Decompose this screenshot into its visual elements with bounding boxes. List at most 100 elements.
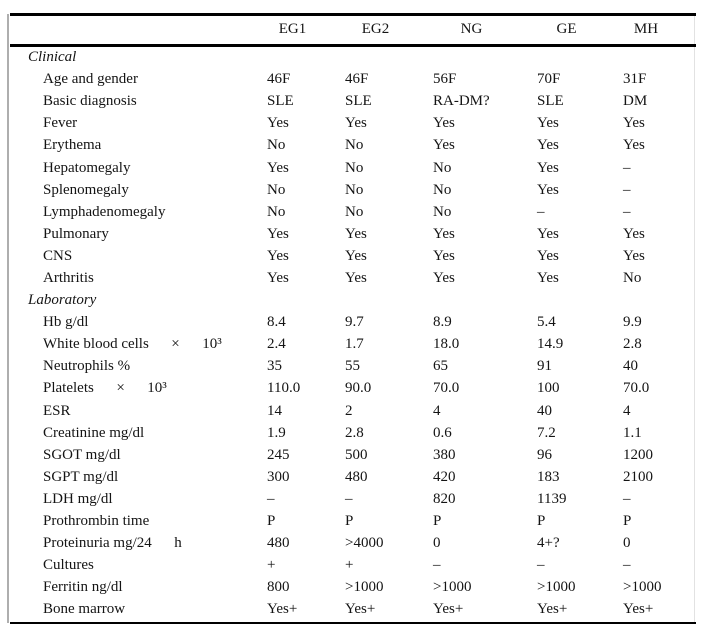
row-label: ESR — [43, 402, 71, 419]
cell-value: 40 — [623, 358, 638, 375]
column-header-ng: NG — [460, 21, 483, 37]
section-header-row: Clinical — [10, 47, 696, 69]
table-row: LDH mg/dl – – 820 1139 – — [10, 488, 696, 510]
cell-value: No — [433, 181, 452, 198]
cell-value: Yes — [433, 269, 455, 286]
table-row: White blood cells × 10³ 2.4 1.7 18.0 14.9 2.8 — [10, 334, 696, 356]
cell-value: SLE — [537, 93, 564, 110]
cell-value: 4 — [623, 402, 631, 419]
cell-value: – — [623, 159, 631, 176]
row-label: SGOT mg/dl — [43, 446, 121, 463]
table-row: Prothrombin time P P P P P — [10, 510, 696, 532]
row-label: Fever — [43, 115, 78, 132]
cell-value: 2100 — [623, 468, 653, 485]
row-label: Proteinuria mg/24 h — [43, 535, 182, 552]
cell-value: – — [345, 490, 353, 507]
cell-value: Yes — [267, 115, 289, 132]
table-header-row: EG1 EG2 NG GE MH — [10, 16, 696, 43]
cell-value: 96 — [537, 446, 552, 463]
row-label: Hb g/dl — [43, 314, 89, 331]
table-row: CNS Yes Yes Yes Yes Yes — [10, 245, 696, 267]
cell-value: No — [433, 159, 452, 176]
section-header-row: Laboratory — [10, 290, 696, 312]
cell-value: Yes+ — [537, 601, 568, 618]
cell-value: 4+? — [537, 535, 560, 552]
row-label: Cultures — [43, 557, 94, 574]
cell-value: 2 — [345, 402, 353, 419]
cell-value: 110.0 — [267, 380, 301, 397]
cell-value: 183 — [537, 468, 560, 485]
cell-value: 14.9 — [537, 336, 564, 353]
row-label: Splenomegaly — [43, 181, 129, 198]
cell-value: 9.7 — [345, 314, 364, 331]
cell-value: 480 — [345, 468, 368, 485]
row-label: White blood cells × 10³ — [43, 336, 222, 353]
cell-value: 18.0 — [433, 336, 460, 353]
cell-value: 91 — [537, 358, 552, 375]
cell-value: – — [623, 557, 631, 574]
cell-value: Yes — [537, 225, 559, 242]
cell-value: Yes — [537, 137, 559, 154]
cell-value: 0.6 — [433, 424, 452, 441]
row-label: Age and gender — [43, 71, 138, 88]
row-label: LDH mg/dl — [43, 490, 113, 507]
cell-value: Yes+ — [433, 601, 464, 618]
cell-value: Yes — [433, 137, 455, 154]
cell-value: 90.0 — [345, 380, 372, 397]
column-header-mh: MH — [633, 21, 659, 37]
cell-value: 55 — [345, 358, 360, 375]
cell-value: Yes — [433, 247, 455, 264]
row-label: Neutrophils % — [43, 358, 131, 375]
cell-value: Yes+ — [623, 601, 654, 618]
cell-value: 4 — [433, 402, 441, 419]
cell-value: 46F — [267, 71, 291, 88]
cell-value: 380 — [433, 446, 456, 463]
table-rule-header-bottom — [10, 44, 696, 47]
row-label: Erythema — [43, 137, 102, 154]
cell-value: – — [267, 490, 275, 507]
cell-value: >1000 — [623, 579, 662, 596]
cell-value: Yes — [537, 181, 559, 198]
row-label: CNS — [43, 247, 73, 264]
cell-value: Yes — [623, 247, 645, 264]
table-left-edge-line — [7, 14, 9, 623]
cell-value: No — [433, 203, 452, 220]
table-row: Platelets × 10³ 110.0 90.0 70.0 100 70.0 — [10, 378, 696, 400]
table-row: Bone marrow Yes+ Yes+ Yes+ Yes+ Yes+ — [10, 599, 696, 621]
table-row: ESR 14 2 4 40 4 — [10, 400, 696, 422]
cell-value: 65 — [433, 358, 448, 375]
cell-value: No — [267, 203, 286, 220]
row-label: Lymphadenomegaly — [43, 203, 166, 220]
cell-value: 14 — [267, 402, 282, 419]
cell-value: >4000 — [345, 535, 384, 552]
cell-value: No — [345, 137, 364, 154]
row-label: Ferritin ng/dl — [43, 579, 123, 596]
cell-value: 1139 — [537, 490, 567, 507]
table-body: Clinical Age and gender 46F 46F 56F 70F 31F Bas… — [10, 47, 696, 621]
cell-value: 1.1 — [623, 424, 642, 441]
cell-value: Yes — [345, 247, 367, 264]
cell-value: 245 — [267, 446, 290, 463]
cell-value: 8.9 — [433, 314, 452, 331]
cell-value: Yes — [267, 225, 289, 242]
cell-value: P — [267, 513, 276, 530]
cell-value: Yes — [537, 269, 559, 286]
cell-value: No — [267, 137, 286, 154]
cell-value: 31F — [623, 71, 647, 88]
row-label: Prothrombin time — [43, 513, 150, 530]
row-label: Arthritis — [43, 269, 94, 286]
cell-value: 9.9 — [623, 314, 642, 331]
table-row: Hepatomegaly Yes No No Yes – — [10, 157, 696, 179]
cell-value: DM — [623, 93, 648, 110]
cell-value: 56F — [433, 71, 457, 88]
row-label: Creatinine mg/dl — [43, 424, 145, 441]
table-row: Cultures + + – – – — [10, 555, 696, 577]
cell-value: 480 — [267, 535, 290, 552]
cell-value: 420 — [433, 468, 456, 485]
cell-value: – — [433, 557, 441, 574]
cell-value: 1.7 — [345, 336, 364, 353]
cell-value: Yes — [623, 225, 645, 242]
cell-value: P — [623, 513, 632, 530]
cell-value: No — [267, 181, 286, 198]
cell-value: No — [623, 269, 642, 286]
